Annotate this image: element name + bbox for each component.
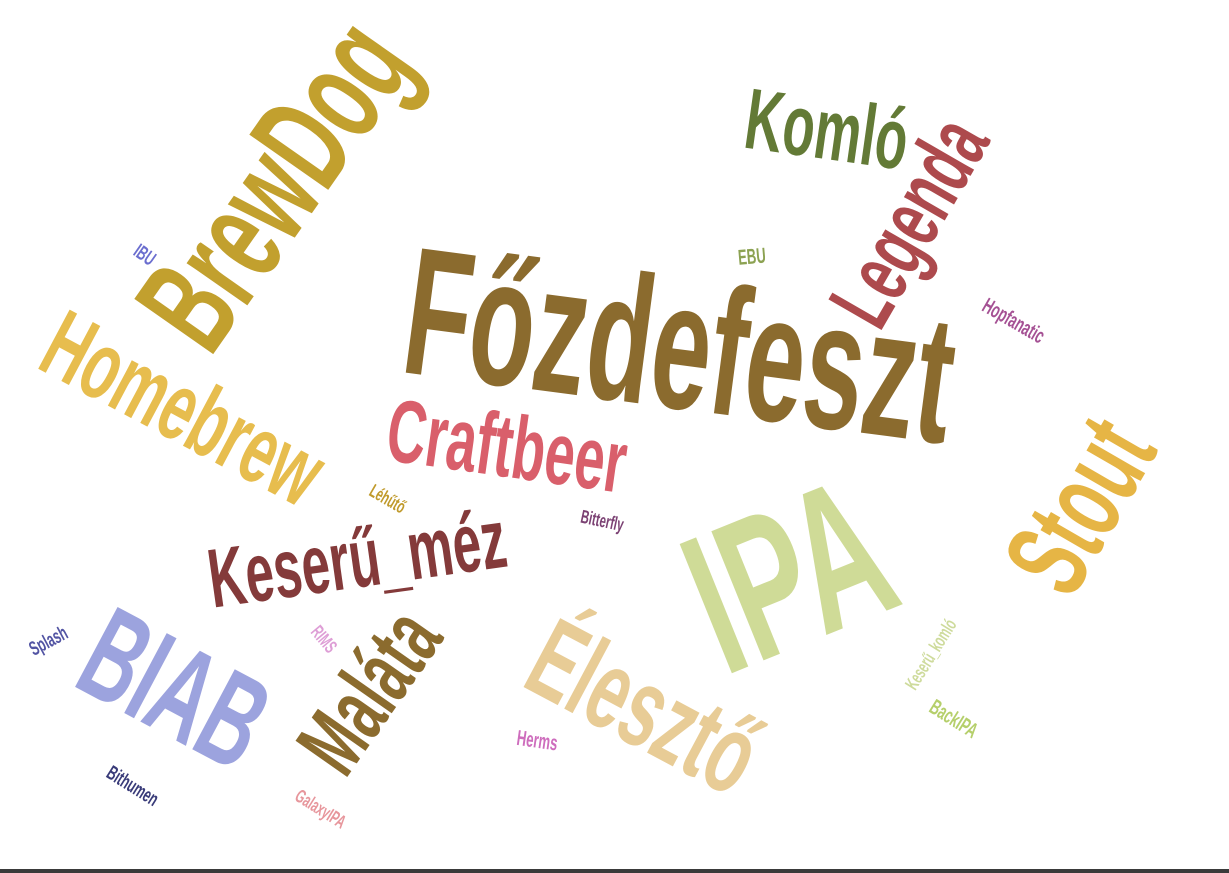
word-bithumen: Bithumen [103, 761, 163, 811]
word-komlo: Komló [739, 71, 914, 189]
word-hopfanatic: Hopfanatic [978, 293, 1049, 348]
word-ebu: EBU [737, 243, 767, 269]
word-herms: Herms [515, 726, 559, 756]
word-galaxyipa: GalaxyIPA [291, 786, 349, 833]
word-keseru-mez: Keserű_méz [202, 491, 512, 626]
word-backipa: BackIPA [925, 695, 982, 743]
word-splash: Splash [25, 621, 71, 660]
bottom-rule [0, 869, 1229, 873]
word-malata: Maláta [278, 590, 462, 792]
word-brewdog: BrewDog [107, 0, 441, 376]
word-stout: Stout [980, 397, 1181, 615]
